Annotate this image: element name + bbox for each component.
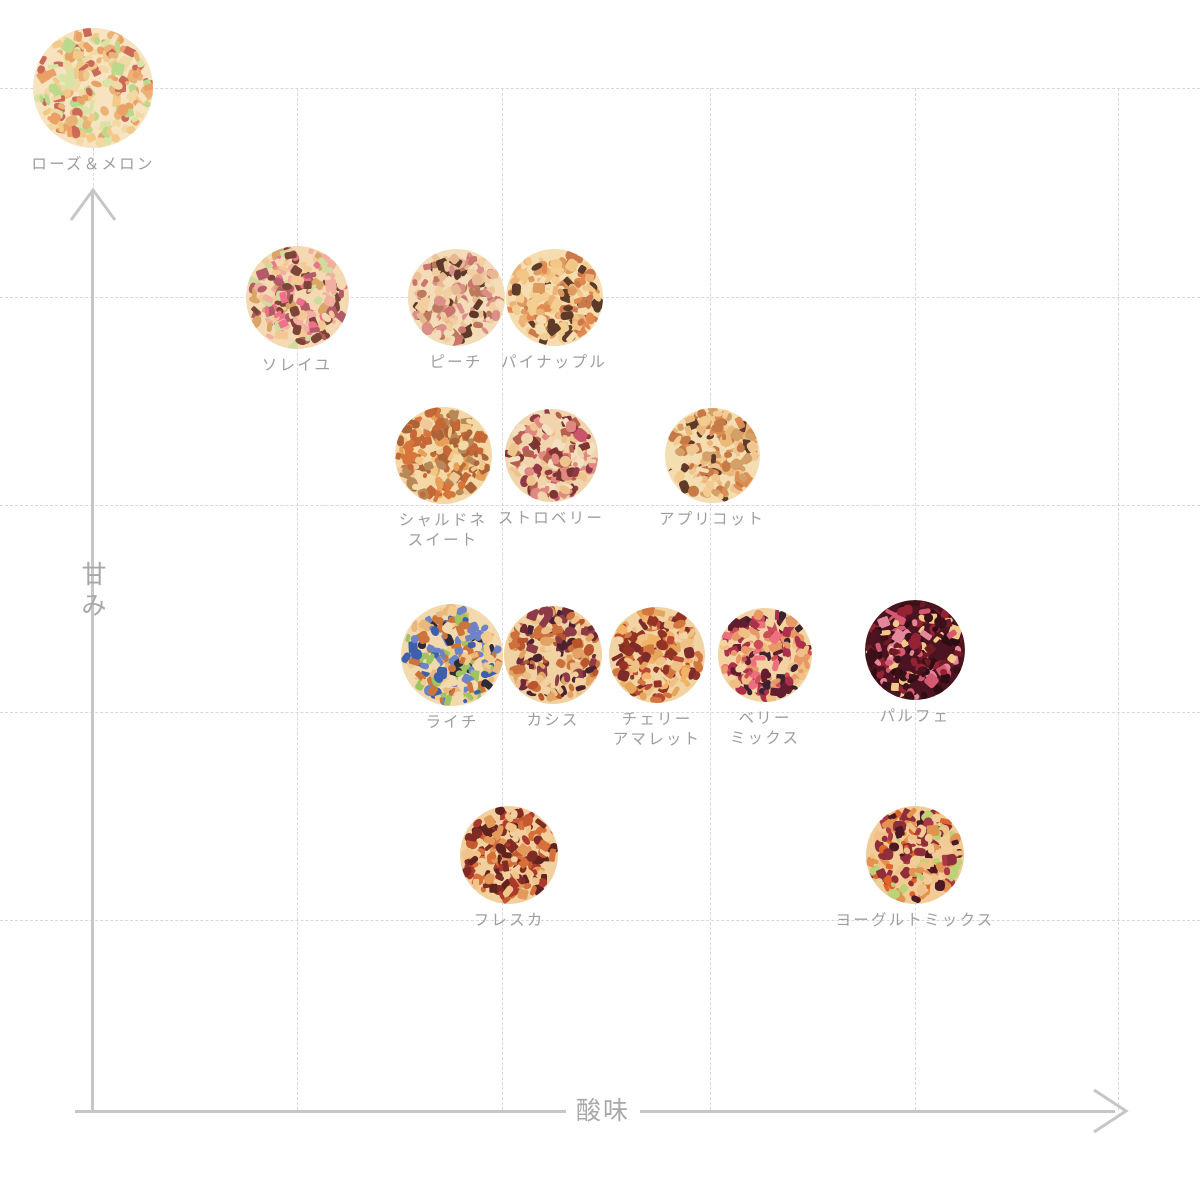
tea-item[interactable]: ソレイユ [212, 245, 382, 376]
gridline-vertical-5 [1118, 88, 1119, 1110]
tea-blend-texture [664, 407, 760, 503]
gridline-vertical-3 [710, 88, 711, 1110]
tea-blend-image [394, 406, 492, 504]
gridline-horizontal-4 [0, 920, 1200, 921]
tea-blend-texture [718, 608, 812, 702]
tea-item-label: ローズ＆メロン [31, 156, 155, 173]
gridline-horizontal-3 [0, 712, 1200, 713]
tea-item[interactable]: ヨーグルトミックス [830, 806, 1000, 931]
tea-blend-texture [865, 600, 965, 700]
tea-blend-image [460, 806, 558, 904]
tea-blend-image [718, 608, 812, 702]
x-axis-arrow-icon [1090, 1088, 1132, 1134]
tea-blend-texture [504, 408, 598, 502]
tea-item-label: シャルドネ スイート [398, 511, 488, 549]
tea-item[interactable]: ストロベリー [466, 408, 636, 529]
gridline-vertical-1 [297, 88, 298, 1110]
tea-blend-texture [460, 806, 558, 904]
tea-item[interactable]: ベリー ミックス [680, 608, 850, 749]
y-axis-line [91, 190, 94, 1112]
tea-item-label: ベリー ミックス [729, 710, 801, 747]
tea-blend-texture [394, 406, 492, 504]
tea-item-label: アプリコット [658, 510, 766, 528]
tea-item-label: チェリー アマレット [612, 711, 702, 748]
tea-item-label: ストロベリー [497, 509, 605, 527]
tea-blend-texture [245, 245, 349, 349]
tea-blend-image [664, 407, 760, 503]
y-axis-arrow-icon [69, 184, 117, 224]
tea-blend-texture [407, 248, 505, 346]
tea-blend-image [504, 606, 602, 704]
gridline-horizontal-0 [0, 88, 1200, 89]
tea-blend-image [407, 248, 505, 346]
tea-item[interactable]: アプリコット [627, 407, 797, 530]
tea-blend-image [504, 408, 598, 502]
tea-item-label: ソレイユ [261, 356, 333, 374]
tea-item-label: ライチ [425, 714, 479, 731]
tea-item[interactable]: パルフェ [830, 600, 1000, 727]
tea-blend-image [865, 600, 965, 700]
tea-item-label: ヨーグルトミックス [835, 912, 995, 929]
tea-item[interactable]: ローズ＆メロン [8, 28, 178, 175]
tea-blend-image [33, 28, 153, 148]
tea-item[interactable]: ピーチ [371, 248, 541, 373]
tea-blend-image [866, 806, 964, 904]
gridline-horizontal-2 [0, 505, 1200, 506]
tea-blend-texture [505, 248, 603, 346]
y-axis-label: 甘み [81, 561, 109, 620]
tea-item[interactable]: パイナップル [469, 248, 639, 373]
tea-item-label: ピーチ [429, 353, 483, 371]
tea-blend-texture [609, 607, 705, 703]
tea-item[interactable]: ライチ [367, 604, 537, 733]
tea-blend-image [401, 604, 503, 706]
tea-item-label: パルフェ [879, 708, 951, 725]
tea-blend-texture [504, 606, 602, 704]
tea-blend-image [609, 607, 705, 703]
tea-blend-texture [401, 604, 503, 706]
tea-blend-image [245, 245, 349, 349]
tea-item[interactable]: カシス [468, 606, 638, 731]
tea-item-label: パイナップル [501, 353, 607, 371]
gridline-vertical-4 [915, 88, 916, 1110]
tea-blend-texture [866, 806, 964, 904]
gridline-vertical-2 [502, 88, 503, 1110]
tea-item-label: フレスカ [473, 912, 545, 929]
tea-blend-texture [33, 28, 153, 148]
tea-item[interactable]: シャルドネ スイート [358, 406, 528, 551]
tea-item[interactable]: フレスカ [424, 806, 594, 931]
tea-item-label: カシス [526, 712, 580, 729]
tea-item[interactable]: チェリー アマレット [572, 607, 742, 750]
x-axis-label: 酸味 [566, 1095, 641, 1127]
tea-blend-image [505, 248, 603, 346]
